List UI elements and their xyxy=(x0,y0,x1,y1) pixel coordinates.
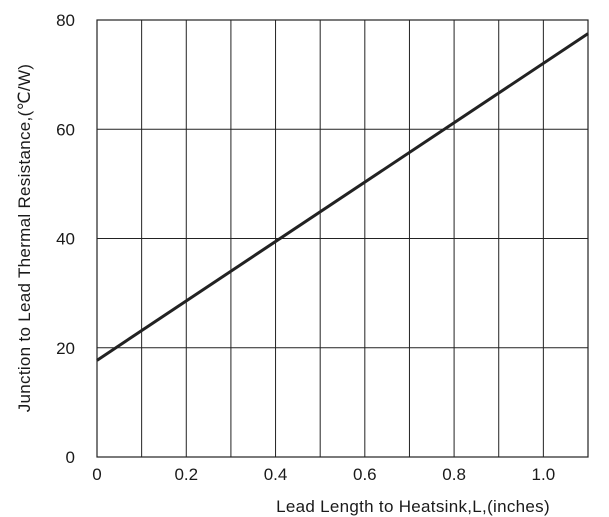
y-tick-label: 40 xyxy=(56,230,75,249)
x-tick-label: 1.0 xyxy=(532,465,556,484)
y-tick-label: 0 xyxy=(66,448,75,467)
chart-grid xyxy=(97,20,588,457)
chart-series xyxy=(96,32,589,362)
plot-frame xyxy=(96,19,589,458)
x-tick-label: 0 xyxy=(92,465,101,484)
x-tick-label: 0.8 xyxy=(442,465,466,484)
x-axis-ticks: 0 0.2 0.4 0.6 0.8 1.0 xyxy=(92,465,555,484)
y-axis-label: Junction to Lead Thermal Resistance,(℃/W… xyxy=(15,64,34,413)
y-tick-label: 20 xyxy=(56,339,75,358)
x-tick-label: 0.2 xyxy=(174,465,198,484)
y-axis-ticks: 0 20 40 60 80 xyxy=(56,11,75,467)
x-tick-label: 0.4 xyxy=(264,465,288,484)
series-line xyxy=(96,32,589,362)
x-axis-label: Lead Length to Heatsink,L,(inches) xyxy=(276,497,550,516)
x-tick-label: 0.6 xyxy=(353,465,377,484)
y-tick-label: 60 xyxy=(56,120,75,139)
y-tick-label: 80 xyxy=(56,11,75,30)
